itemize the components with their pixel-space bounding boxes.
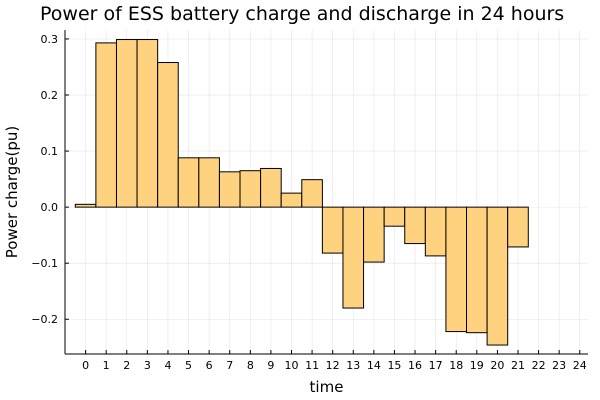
bar-hour-16 [404,206,426,245]
x-tick-label: 12 [326,359,340,372]
bar-hour-20 [486,206,509,346]
bar-hour-3 [136,39,159,208]
axes-layer [64,30,588,355]
x-tick-label: 23 [552,359,566,372]
y-tick-label: 0.3 [41,33,59,46]
x-tick-label: 21 [511,359,525,372]
bar-hour-14 [363,206,385,263]
x-tick-label: 6 [206,359,213,372]
x-tick-label: 22 [532,359,546,372]
bar-hour-5 [177,157,200,208]
y-tick-label: 0.2 [41,89,59,102]
x-tick-label: 7 [226,359,233,372]
x-tick-label: 18 [449,359,463,372]
bar-hour-10 [280,192,303,208]
x-tick-label: 15 [387,359,401,372]
x-tick-labels: 0 1 2 3 4 5 6 7 8 9 10 11 12 13 14 15 16 17 18 19 20 21 22 23 24 [82,350,587,372]
x-tick-label: 5 [185,359,192,372]
bar-hour-0 [74,203,97,208]
bar-hour-21 [507,206,529,248]
y-axis-title: Power charge(pu) [3,126,21,258]
bar-hour-4 [157,62,179,208]
x-tick-label: 17 [429,359,443,372]
bar-hour-15 [383,206,406,227]
bar-hour-6 [198,157,220,208]
x-tick-label: 14 [367,359,381,372]
x-tick-label: 19 [470,359,484,372]
x-tick-label: 1 [103,359,110,372]
x-tick-label: 10 [284,359,298,372]
x-tick-label: 8 [247,359,254,372]
y-tick-label: 0.0 [41,201,59,214]
bar-hour-8 [239,170,262,208]
chart-title: Power of ESS battery charge and discharg… [40,3,564,25]
x-tick-label: 9 [267,359,274,372]
x-tick-label: 16 [408,359,422,372]
x-tick-label: 4 [164,359,171,372]
bar-hour-13 [342,206,365,309]
x-tick-label: 2 [123,359,130,372]
x-tick-label: 24 [573,359,587,372]
bar-hour-11 [301,179,323,208]
bar-hour-17 [424,206,447,257]
bar-hour-12 [321,206,344,254]
bar-hour-1 [95,42,117,208]
bar-hour-19 [466,206,488,334]
y-tick-labels: −0.2 −0.1 0.0 0.1 0.2 0.3 [31,33,69,326]
bar-hour-18 [445,206,468,333]
x-tick-label: 3 [144,359,151,372]
y-tick-label: −0.2 [31,313,58,326]
bars-layer [74,39,529,346]
y-tick-label: 0.1 [41,145,59,158]
y-tick-label: −0.1 [31,257,58,270]
bar-hour-7 [218,171,241,208]
bar-hour-2 [115,39,138,208]
x-tick-label: 0 [82,359,89,372]
bar-hour-9 [260,167,282,208]
x-axis-title: time [310,378,344,396]
x-tick-label: 13 [346,359,360,372]
x-tick-label: 20 [490,359,504,372]
x-tick-label: 11 [305,359,319,372]
